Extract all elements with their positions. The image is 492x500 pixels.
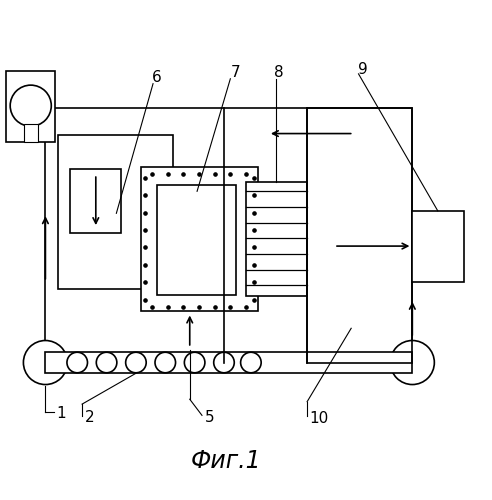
- Text: Фиг.1: Фиг.1: [191, 450, 262, 473]
- Text: 8: 8: [275, 66, 284, 80]
- Bar: [157, 185, 236, 295]
- Circle shape: [214, 352, 234, 373]
- Circle shape: [10, 85, 51, 126]
- Text: 6: 6: [152, 70, 162, 85]
- Bar: [412, 211, 463, 282]
- Circle shape: [96, 352, 117, 373]
- Circle shape: [390, 340, 434, 384]
- Circle shape: [67, 352, 88, 373]
- Bar: [45, 352, 412, 374]
- Bar: [246, 182, 307, 296]
- Circle shape: [241, 352, 261, 373]
- Bar: [141, 167, 258, 311]
- Circle shape: [155, 352, 176, 373]
- Text: 1: 1: [56, 406, 66, 422]
- Bar: [24, 124, 37, 142]
- Bar: [307, 108, 412, 362]
- Text: 5: 5: [204, 410, 214, 425]
- Text: 10: 10: [309, 411, 329, 426]
- Text: 7: 7: [230, 66, 240, 80]
- Circle shape: [24, 340, 67, 384]
- Text: 9: 9: [358, 62, 368, 78]
- Bar: [58, 135, 173, 289]
- Bar: [70, 170, 121, 233]
- Bar: [45, 108, 412, 362]
- Circle shape: [184, 352, 205, 373]
- Text: 2: 2: [85, 410, 94, 426]
- Circle shape: [125, 352, 146, 373]
- Bar: [6, 72, 55, 142]
